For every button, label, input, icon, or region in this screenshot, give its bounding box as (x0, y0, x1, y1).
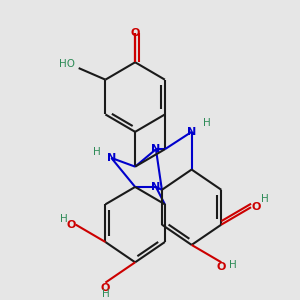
Text: H: H (261, 194, 268, 203)
Text: N: N (187, 127, 196, 137)
Text: H: H (202, 118, 210, 128)
Text: N: N (107, 153, 116, 163)
Text: HO: HO (59, 59, 75, 69)
Text: O: O (130, 28, 140, 38)
Text: O: O (101, 283, 110, 292)
Text: O: O (66, 220, 76, 230)
Text: O: O (217, 262, 226, 272)
Text: N: N (151, 182, 160, 192)
Text: H: H (93, 147, 101, 157)
Text: H: H (101, 289, 109, 299)
Text: H: H (229, 260, 237, 270)
Text: O: O (251, 202, 260, 212)
Text: N: N (151, 144, 160, 154)
Text: H: H (60, 214, 68, 224)
